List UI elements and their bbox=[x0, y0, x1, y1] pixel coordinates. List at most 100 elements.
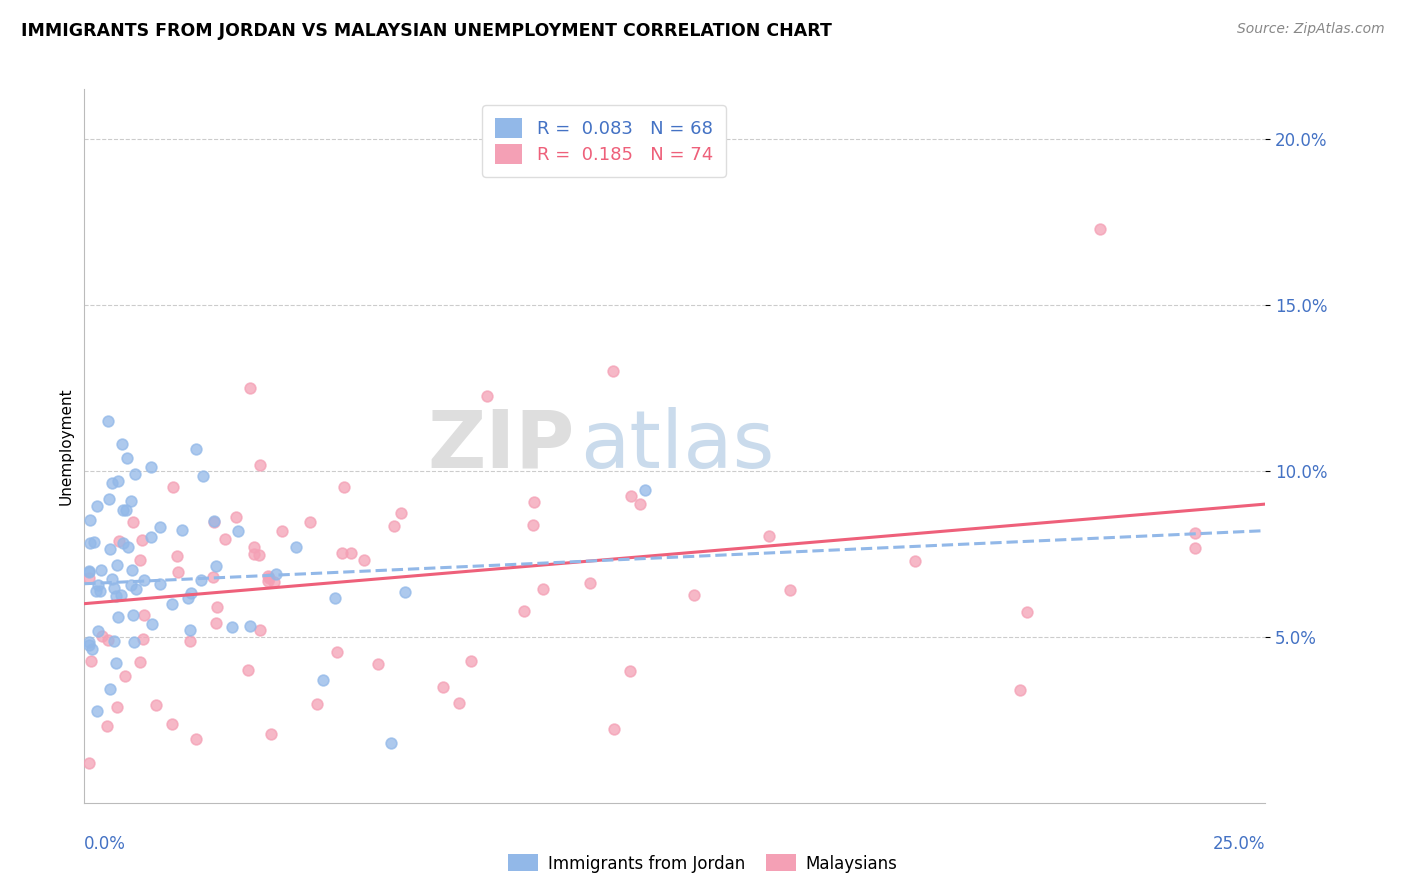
Point bbox=[120, 493, 142, 508]
Point bbox=[367, 657, 389, 672]
Point bbox=[104, 657, 127, 671]
Text: ZIP: ZIP bbox=[427, 407, 575, 485]
Point bbox=[105, 700, 128, 714]
Point bbox=[124, 467, 146, 481]
Point bbox=[180, 586, 202, 600]
Point bbox=[105, 589, 128, 603]
Point bbox=[264, 566, 287, 581]
Point bbox=[86, 499, 108, 513]
Point bbox=[128, 655, 150, 669]
Point bbox=[122, 635, 145, 649]
Point bbox=[89, 584, 111, 599]
Point bbox=[513, 604, 536, 618]
Point bbox=[238, 663, 260, 677]
Point bbox=[129, 552, 152, 566]
Point bbox=[382, 519, 405, 533]
Point bbox=[166, 565, 188, 579]
Point bbox=[683, 588, 706, 602]
Text: IMMIGRANTS FROM JORDAN VS MALAYSIAN UNEMPLOYMENT CORRELATION CHART: IMMIGRANTS FROM JORDAN VS MALAYSIAN UNEM… bbox=[21, 22, 832, 40]
Point bbox=[111, 437, 134, 451]
Text: Source: ZipAtlas.com: Source: ZipAtlas.com bbox=[1237, 22, 1385, 37]
Y-axis label: Unemployment: Unemployment bbox=[58, 387, 73, 505]
Point bbox=[82, 641, 104, 656]
Point bbox=[339, 546, 361, 560]
Point bbox=[307, 697, 329, 711]
Point bbox=[83, 534, 105, 549]
Point bbox=[353, 553, 375, 567]
Point bbox=[249, 623, 271, 637]
Point bbox=[108, 533, 131, 548]
Point bbox=[239, 619, 262, 633]
Point bbox=[103, 633, 125, 648]
Point bbox=[79, 513, 101, 527]
Point bbox=[172, 523, 194, 537]
Point bbox=[1008, 682, 1031, 697]
Point bbox=[628, 497, 651, 511]
Point bbox=[79, 536, 101, 550]
Point bbox=[110, 588, 132, 602]
Point bbox=[98, 681, 121, 696]
Point bbox=[98, 542, 121, 557]
Point bbox=[101, 475, 124, 490]
Point bbox=[475, 389, 498, 403]
Point bbox=[285, 540, 308, 554]
Point bbox=[247, 549, 270, 563]
Point bbox=[779, 582, 801, 597]
Point bbox=[134, 608, 156, 623]
Point bbox=[904, 554, 927, 568]
Point bbox=[166, 549, 188, 564]
Point bbox=[205, 558, 228, 573]
Point bbox=[131, 533, 153, 547]
Point bbox=[228, 524, 250, 539]
Point bbox=[80, 654, 103, 668]
Point bbox=[124, 582, 146, 596]
Point bbox=[121, 563, 143, 577]
Point bbox=[619, 664, 641, 678]
Point bbox=[205, 615, 228, 630]
Point bbox=[177, 591, 200, 606]
Point bbox=[263, 574, 285, 589]
Point bbox=[221, 620, 243, 634]
Point bbox=[184, 731, 207, 746]
Point bbox=[77, 635, 100, 649]
Point bbox=[141, 460, 163, 475]
Point bbox=[758, 528, 780, 542]
Point bbox=[523, 495, 546, 509]
Point bbox=[160, 717, 183, 731]
Point bbox=[190, 574, 212, 588]
Point bbox=[1184, 526, 1206, 541]
Point bbox=[77, 638, 100, 652]
Point bbox=[260, 727, 283, 741]
Point bbox=[460, 654, 482, 668]
Point bbox=[249, 458, 271, 473]
Point bbox=[117, 541, 139, 555]
Point bbox=[120, 578, 142, 592]
Point bbox=[77, 566, 100, 580]
Point bbox=[634, 483, 657, 498]
Point bbox=[107, 610, 129, 624]
Point bbox=[122, 515, 145, 529]
Point bbox=[531, 582, 554, 596]
Point bbox=[270, 524, 292, 539]
Point bbox=[100, 573, 122, 587]
Point bbox=[257, 574, 280, 589]
Point bbox=[225, 510, 247, 524]
Point bbox=[312, 673, 335, 687]
Point bbox=[191, 469, 214, 483]
Point bbox=[1184, 541, 1206, 555]
Point bbox=[1017, 606, 1039, 620]
Point bbox=[243, 540, 266, 554]
Point bbox=[389, 506, 412, 520]
Point bbox=[149, 520, 172, 534]
Point bbox=[201, 570, 224, 584]
Point bbox=[97, 632, 120, 647]
Point bbox=[84, 584, 107, 599]
Point bbox=[179, 623, 201, 637]
Legend: R =  0.083   N = 68, R =  0.185   N = 74: R = 0.083 N = 68, R = 0.185 N = 74 bbox=[482, 105, 725, 177]
Point bbox=[122, 607, 145, 622]
Point bbox=[1088, 221, 1111, 235]
Point bbox=[202, 514, 225, 528]
Point bbox=[620, 489, 643, 503]
Point bbox=[114, 669, 136, 683]
Point bbox=[162, 480, 184, 494]
